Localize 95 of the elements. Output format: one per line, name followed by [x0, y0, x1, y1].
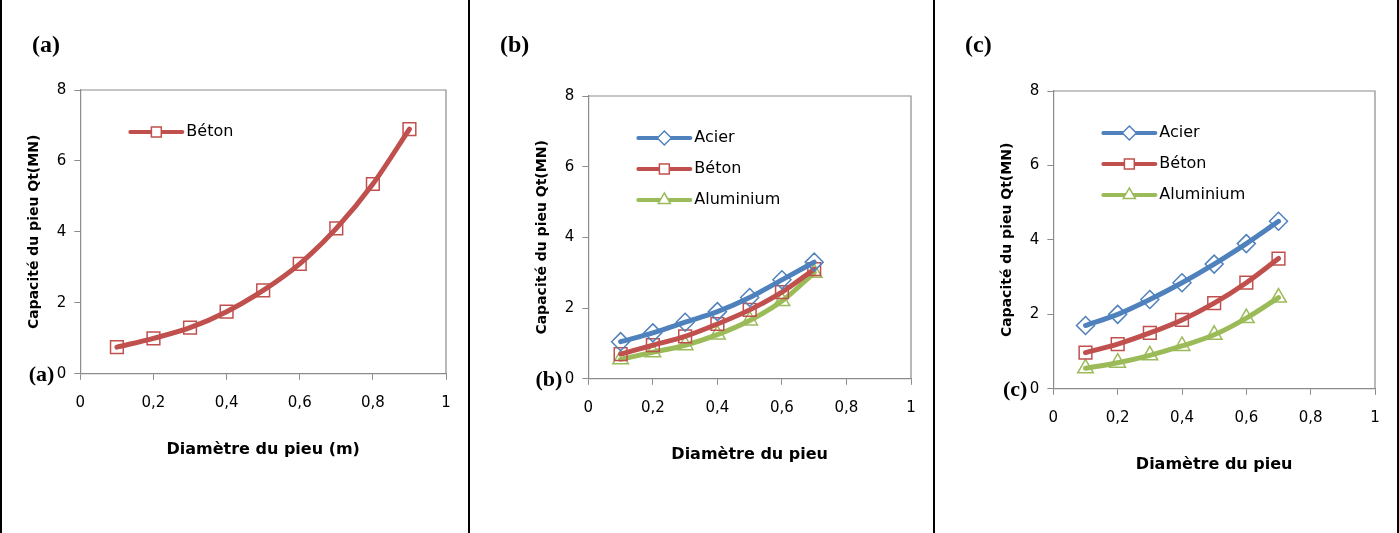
y-tick-label: 8 [564, 85, 575, 104]
point [146, 331, 161, 346]
point [109, 340, 125, 355]
point [329, 221, 344, 236]
point [1141, 345, 1159, 361]
y-axis-title: Capacité du pieu Qt(MN) [25, 134, 42, 330]
point [1204, 254, 1224, 274]
point [219, 304, 234, 319]
legend-label: Béton [186, 121, 234, 141]
point [708, 324, 726, 340]
y-tick-label: 2 [56, 292, 67, 311]
y-tick-label: 8 [56, 79, 67, 98]
legend-label: Acier [694, 127, 736, 147]
point [1076, 358, 1095, 374]
legend-label: Aluminium [694, 189, 781, 209]
point [739, 287, 760, 308]
y-tick-label: 0 [56, 363, 67, 382]
y-tick-label: 4 [56, 221, 67, 240]
x-tick-label: 0 [1048, 407, 1059, 426]
y-tick-label: 4 [564, 227, 575, 246]
y-tick-label: 6 [1029, 155, 1040, 174]
chart-title: (b) [500, 31, 530, 57]
x-tick-label: 0,6 [770, 397, 794, 416]
x-tick-label: 1 [1370, 407, 1380, 426]
x-axis-title: Diamètre du pieu [1135, 453, 1293, 473]
y-tick-label: 0 [1029, 378, 1040, 397]
y-axis-title: Capacité du pieu Qt(MN) [998, 142, 1015, 338]
point [365, 176, 380, 192]
point [1109, 352, 1127, 368]
point [182, 320, 198, 335]
point [742, 302, 757, 317]
x-tick-label: 0,8 [360, 392, 385, 411]
legend-label: Aluminium [1159, 184, 1246, 204]
y-tick-label: 2 [1029, 304, 1040, 323]
y-tick-label: 8 [1029, 80, 1040, 99]
point [643, 323, 663, 343]
chart-title: (a) [32, 31, 60, 57]
legend-label: Acier [1159, 122, 1201, 142]
x-tick-label: 0 [75, 392, 86, 411]
chart-title: (c) [965, 31, 992, 57]
point [707, 301, 728, 322]
point [1236, 233, 1257, 254]
point [804, 252, 824, 272]
y-tick-label: 6 [564, 156, 575, 175]
x-tick-label: 0,6 [1234, 407, 1259, 426]
point [1174, 312, 1190, 328]
point [645, 338, 660, 353]
x-tick-label: 1 [906, 397, 916, 416]
x-tick-label: 0,4 [214, 392, 239, 411]
point [1075, 315, 1096, 336]
point [1107, 304, 1128, 325]
point [1237, 308, 1255, 324]
x-tick-label: 0,6 [287, 392, 312, 411]
point [292, 256, 307, 271]
point [1172, 272, 1192, 293]
x-tick-label: 0,4 [705, 397, 730, 416]
x-tick-label: 0,2 [141, 392, 166, 411]
point [1268, 211, 1289, 232]
point [1207, 296, 1222, 311]
text: (b) [535, 366, 563, 392]
x-tick-label: 0,2 [640, 397, 665, 416]
point [774, 285, 790, 300]
x-tick-label: 0,8 [1298, 407, 1323, 426]
text: (c) [1002, 376, 1028, 402]
point [1239, 275, 1254, 290]
point [1271, 251, 1286, 266]
point [710, 316, 725, 332]
point [675, 312, 695, 332]
point [741, 310, 759, 326]
x-tick-label: 1 [441, 392, 451, 411]
text: (a) [28, 361, 55, 387]
x-tick-label: 0,2 [1105, 407, 1130, 426]
y-tick-label: 6 [56, 150, 67, 169]
point [1173, 336, 1191, 352]
legend-label: Béton [694, 158, 742, 178]
x-tick-label: 0 [583, 397, 594, 416]
legend-label: Béton [1159, 153, 1207, 173]
x-axis-title: Diamètre du pieu [671, 443, 828, 463]
point [678, 329, 693, 344]
point [1140, 289, 1160, 310]
x-tick-label: 0,4 [1170, 407, 1194, 426]
y-tick-label: 2 [564, 297, 575, 316]
point [772, 270, 792, 290]
point [402, 121, 417, 137]
x-tick-label: 0,8 [834, 397, 859, 416]
point [610, 331, 631, 352]
point [1205, 325, 1223, 341]
y-tick-label: 4 [1029, 229, 1040, 248]
point [256, 283, 271, 298]
y-tick-label: 0 [564, 368, 575, 387]
y-axis-title: Capacité du pieu Qt(MN) [533, 140, 550, 335]
point [1078, 345, 1093, 360]
point [1110, 337, 1125, 352]
point [1142, 325, 1157, 341]
x-axis-title: Diamètre du pieu (m) [166, 438, 360, 458]
